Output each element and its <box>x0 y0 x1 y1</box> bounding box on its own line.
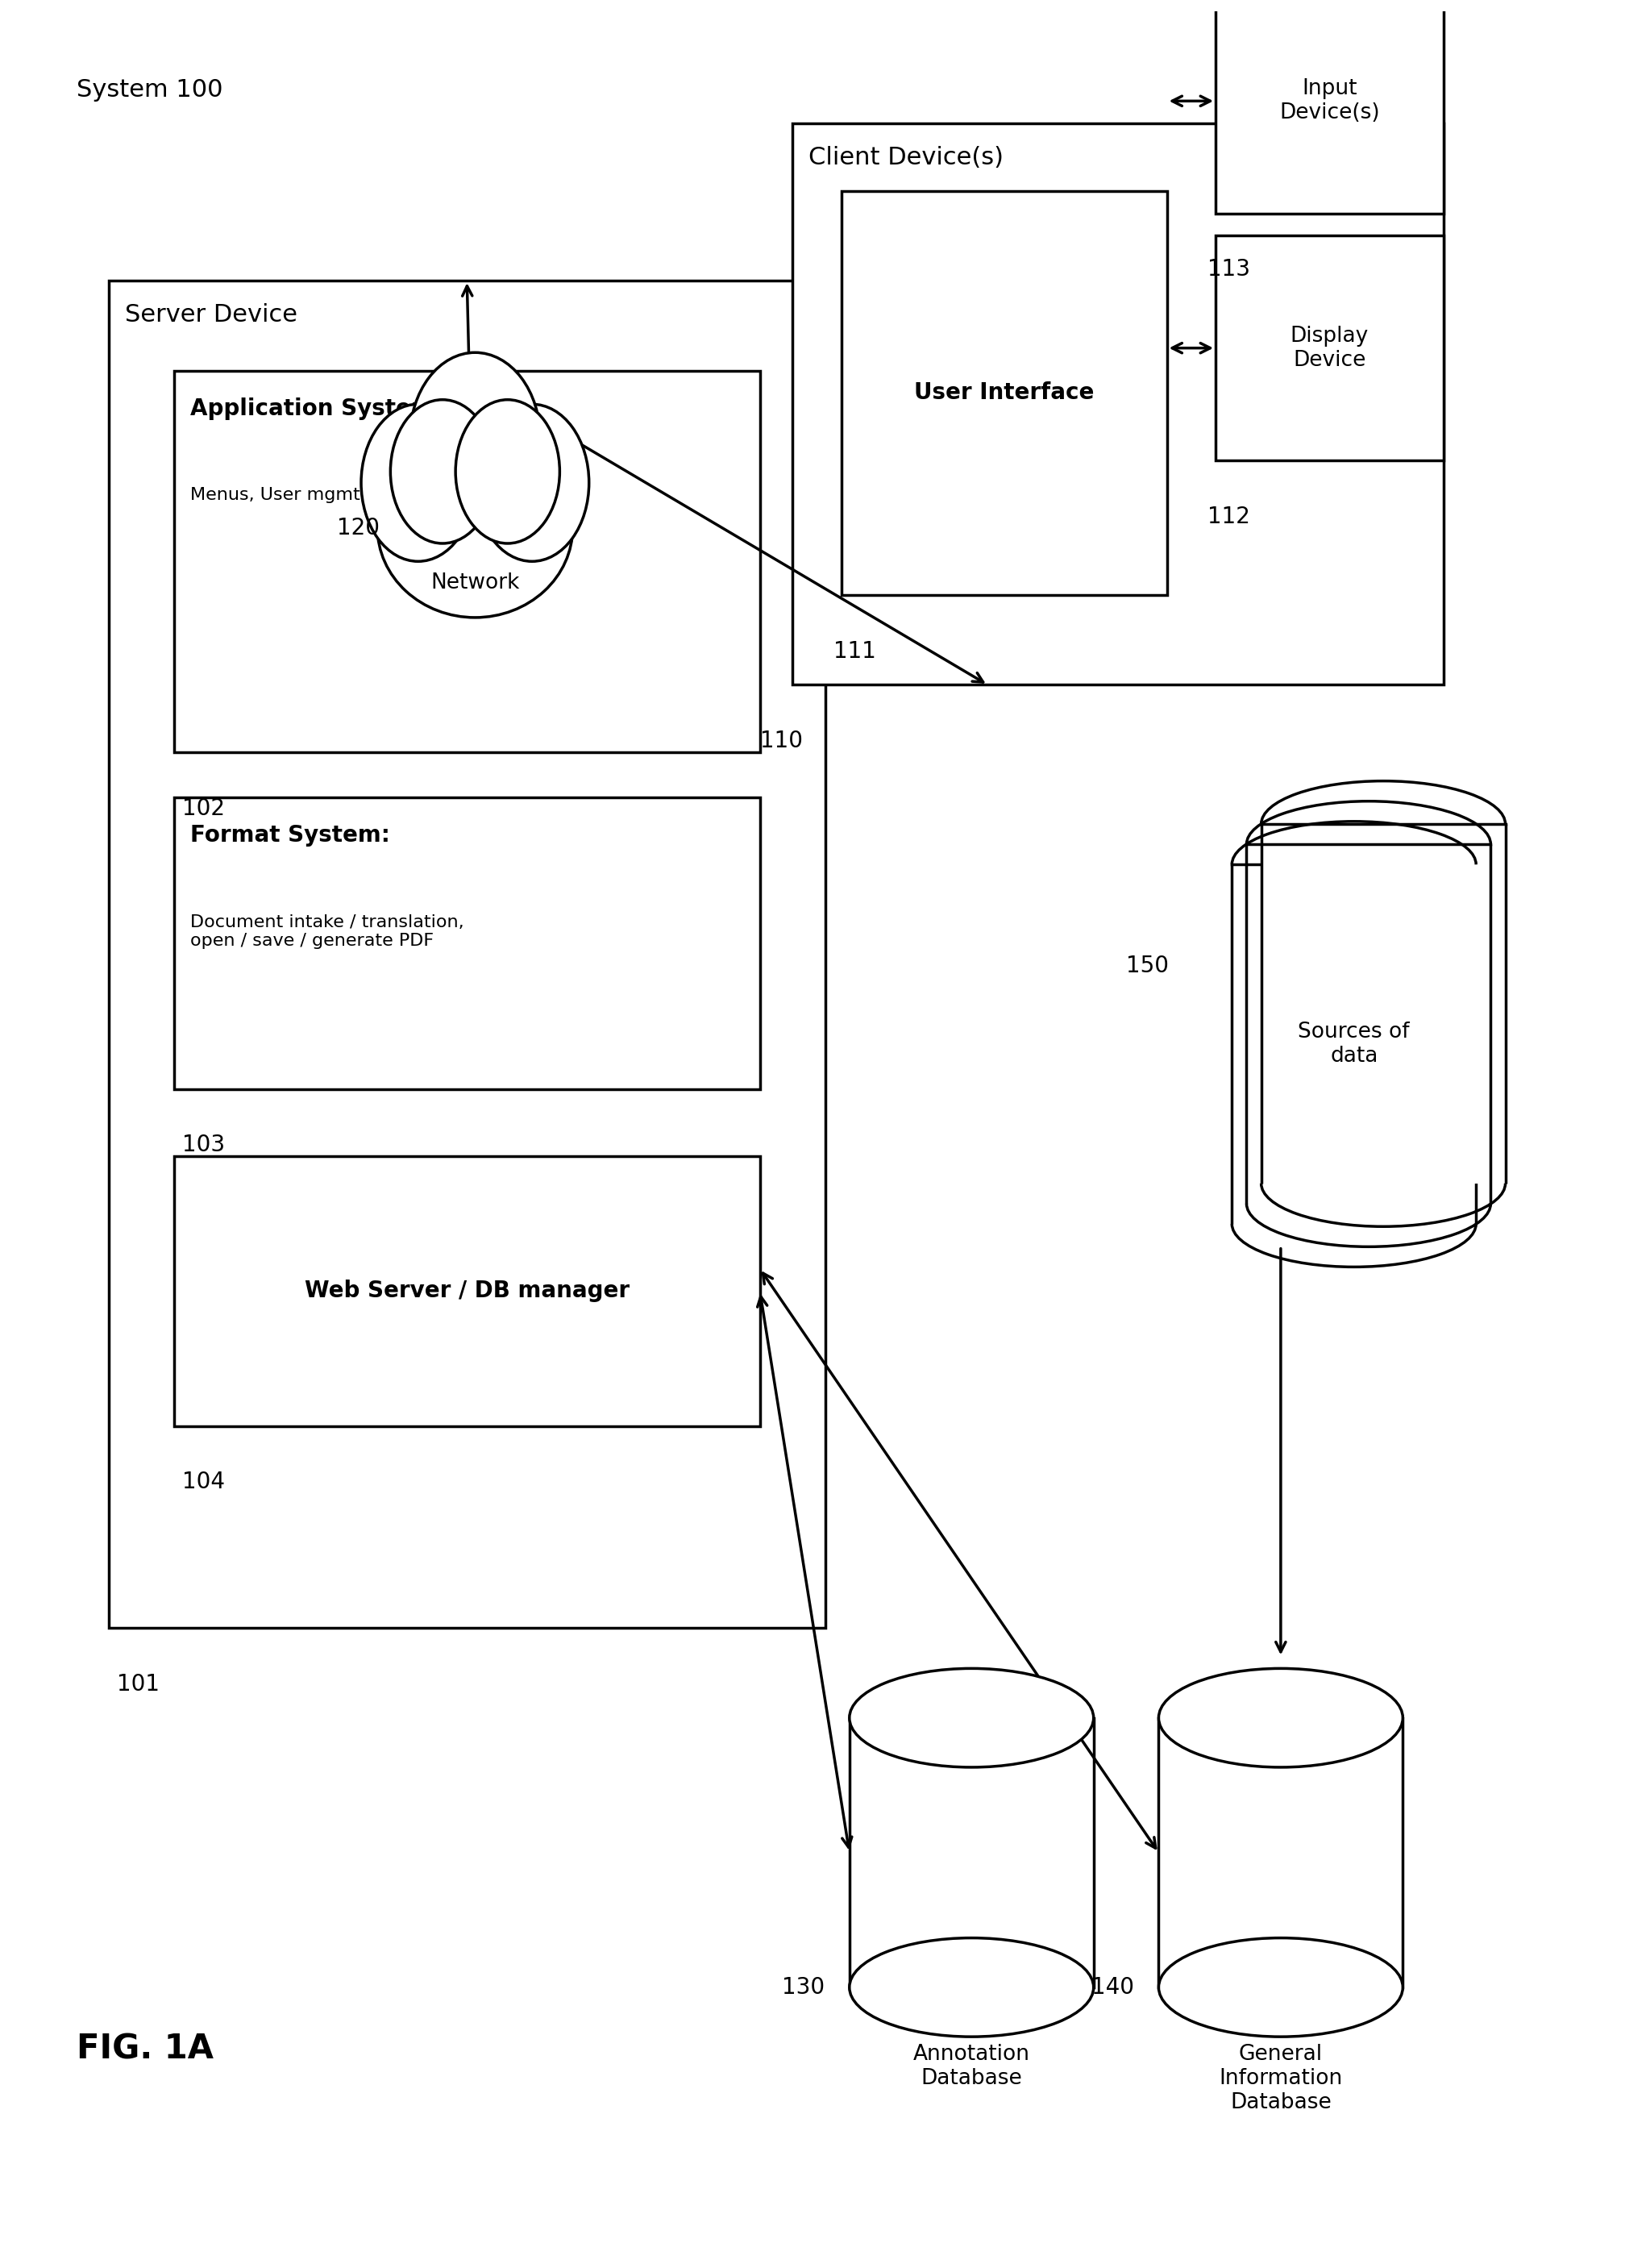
Ellipse shape <box>850 1669 1094 1767</box>
Ellipse shape <box>391 399 495 544</box>
Ellipse shape <box>455 399 559 544</box>
Ellipse shape <box>475 404 589 562</box>
Text: 110: 110 <box>761 730 802 753</box>
Text: 150: 150 <box>1125 955 1168 978</box>
Text: Input
Device(s): Input Device(s) <box>1279 79 1379 122</box>
Bar <box>1261 823 1505 1184</box>
Text: 104: 104 <box>182 1472 224 1492</box>
Bar <box>173 796 761 1089</box>
Bar <box>850 1717 1094 1987</box>
Text: 140: 140 <box>1092 1975 1134 1998</box>
Ellipse shape <box>1158 1937 1402 2037</box>
Ellipse shape <box>1158 1669 1402 1767</box>
Bar <box>842 191 1167 594</box>
Bar <box>109 281 825 1628</box>
Text: Server Device: Server Device <box>125 304 297 327</box>
Bar <box>1246 844 1490 1204</box>
Bar <box>792 122 1444 685</box>
Text: General
Information
Database: General Information Database <box>1219 2043 1343 2114</box>
Text: User Interface: User Interface <box>914 381 1094 404</box>
Bar <box>173 1157 761 1427</box>
Text: 101: 101 <box>117 1674 160 1696</box>
Text: 120: 120 <box>337 517 380 540</box>
Text: Network: Network <box>431 572 520 594</box>
Bar <box>1216 236 1444 460</box>
Text: FIG. 1A: FIG. 1A <box>76 2032 213 2066</box>
Text: Menus, User mgmt, Content mgmt.: Menus, User mgmt, Content mgmt. <box>190 488 508 503</box>
Ellipse shape <box>409 352 540 524</box>
Text: 130: 130 <box>782 1975 825 1998</box>
Text: 103: 103 <box>182 1134 224 1157</box>
Text: Application System:: Application System: <box>190 397 444 420</box>
Text: 102: 102 <box>182 796 224 819</box>
Text: Display
Device: Display Device <box>1290 327 1370 370</box>
Ellipse shape <box>850 1937 1094 2037</box>
Text: 111: 111 <box>833 640 876 662</box>
Text: Format System:: Format System: <box>190 823 389 846</box>
Text: 113: 113 <box>1208 259 1251 281</box>
Bar <box>1233 864 1477 1225</box>
Bar <box>173 370 761 753</box>
Text: Client Device(s): Client Device(s) <box>808 145 1003 170</box>
Text: 112: 112 <box>1208 506 1251 528</box>
Ellipse shape <box>361 404 475 562</box>
Text: Sources of
data: Sources of data <box>1299 1021 1409 1066</box>
Bar <box>1158 1717 1402 1987</box>
Ellipse shape <box>378 438 573 617</box>
Text: Web Server / DB manager: Web Server / DB manager <box>305 1279 629 1302</box>
Bar <box>1216 0 1444 213</box>
Text: System 100: System 100 <box>76 79 223 102</box>
Text: Document intake / translation,
open / save / generate PDF: Document intake / translation, open / sa… <box>190 914 464 948</box>
Text: Annotation
Database: Annotation Database <box>912 2043 1030 2089</box>
